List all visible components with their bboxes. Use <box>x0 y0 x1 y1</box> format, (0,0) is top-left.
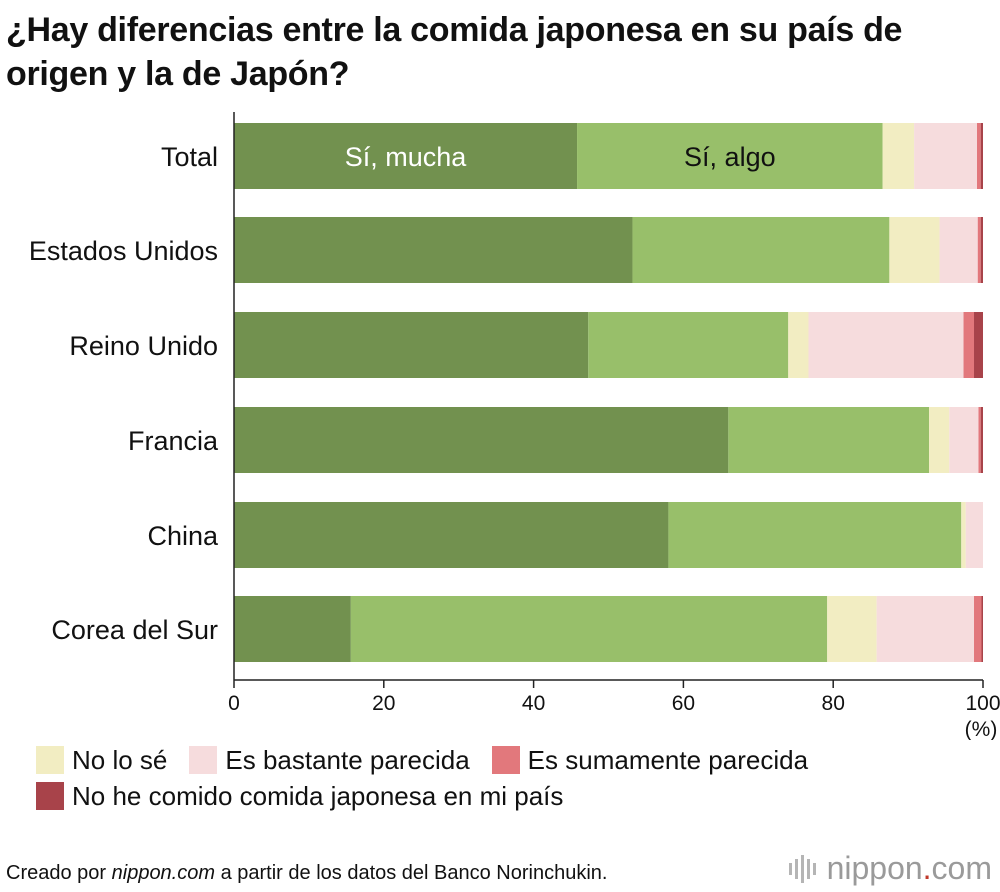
legend-label: Es sumamente parecida <box>527 744 809 775</box>
bar-total-es-sumamente-parecida <box>977 123 981 189</box>
footer-suffix: a partir de los datos del Banco Norinchu… <box>215 862 608 884</box>
source-footer: Creado por nippon.com a partir de los da… <box>6 862 607 885</box>
x-tick-label-0: 0 <box>228 692 240 715</box>
legend-swatch <box>189 746 218 774</box>
logo-mark-icon <box>788 854 819 883</box>
chart-title: ¿Hay diferencias entre la comida japones… <box>6 11 903 93</box>
bar-francia-no-lo-se <box>929 407 950 473</box>
legend-item-no-he-comido: No he comido comida japonesa en mi país <box>36 781 563 812</box>
bar-francia-no-he-comido-comida-japonesa-en-mi-pais <box>980 407 983 473</box>
legend-label: No he comido comida japonesa en mi país <box>72 780 564 811</box>
footer-prefix: Creado por <box>6 862 112 884</box>
bar-estados-unidos-es-bastante-parecida <box>939 217 978 283</box>
bar-china-si-algo <box>668 502 962 568</box>
legend-label: Es bastante parecida <box>225 744 470 775</box>
legend-label: No lo sé <box>72 744 168 775</box>
logo-tld: com <box>931 850 992 886</box>
legend-item-no-lo-se: No lo sé <box>36 745 167 776</box>
x-unit-label: (%) <box>965 718 998 740</box>
legend-item-es-sumamente-parecida: Es sumamente parecida <box>491 744 809 776</box>
inline-label-si-algo: Sí, algo <box>684 142 776 172</box>
category-label-reino-unido: Reino Unido <box>69 331 218 361</box>
x-axis: 0 20 40 60 80 100 (%) <box>228 112 1000 740</box>
legend-row-1: No lo sé Es bastante parecida Es sumamen… <box>36 742 996 778</box>
bar-china-no-lo-se <box>961 502 966 568</box>
x-tick-label-40: 40 <box>522 692 545 715</box>
x-tick-label-100: 100 <box>965 692 1000 715</box>
bar-reino-unido-no-lo-se <box>788 312 809 378</box>
x-tick-label-80: 80 <box>822 692 845 715</box>
logo-name: nippon <box>826 850 923 886</box>
legend-swatch <box>491 746 520 774</box>
bar-total-no-lo-se <box>882 123 915 189</box>
x-tick-label-20: 20 <box>372 692 395 715</box>
inline-label-si-mucha: Sí, mucha <box>345 142 468 172</box>
bar-corea-del-sur-si-algo <box>350 596 828 662</box>
bar-china-si-mucha <box>234 502 669 568</box>
bar-total-si-algo <box>577 123 883 189</box>
legend-swatch <box>36 746 64 774</box>
bar-reino-unido-es-sumamente-parecida <box>963 312 975 378</box>
category-labels: Total Estados Unidos Reino Unido Francia Chi… <box>29 142 219 645</box>
bar-francia-si-mucha <box>234 407 729 473</box>
legend: No lo sé Es bastante parecida Es sumamen… <box>36 742 996 814</box>
stacked-bar-chart: Sí, mucha Sí, algo Total Estados Unidos Rei… <box>29 112 1000 740</box>
bar-corea-del-sur-es-bastante-parecida <box>876 596 975 662</box>
bar-reino-unido-es-bastante-parecida <box>808 312 964 378</box>
bar-estados-unidos-no-lo-se <box>889 217 940 283</box>
category-label-francia: Francia <box>128 426 219 456</box>
category-label-total: Total <box>161 142 218 172</box>
legend-swatch <box>36 782 64 810</box>
bar-corea-del-sur-no-he-comido-comida-japonesa-en-mi-pais <box>981 596 983 662</box>
legend-row-2: No he comido comida japonesa en mi país <box>36 778 996 814</box>
bar-corea-del-sur-es-sumamente-parecida <box>974 596 982 662</box>
footer-site: nippon.com <box>111 862 216 884</box>
bar-area: Sí, mucha Sí, algo <box>234 123 983 662</box>
category-label-corea-del-sur: Corea del Sur <box>51 615 218 645</box>
category-label-china: China <box>147 521 219 551</box>
bar-estados-unidos-si-mucha <box>234 217 633 283</box>
bar-estados-unidos-si-algo <box>632 217 890 283</box>
bar-francia-es-sumamente-parecida <box>978 407 981 473</box>
logo-dot: . <box>922 850 932 886</box>
bar-estados-unidos-no-he-comido-comida-japonesa-en-mi-pais <box>980 217 983 283</box>
bar-reino-unido-si-algo <box>588 312 789 378</box>
bar-total-es-bastante-parecida <box>914 123 978 189</box>
category-label-estados-unidos: Estados Unidos <box>29 236 218 266</box>
bar-estados-unidos-es-sumamente-parecida <box>977 217 981 283</box>
legend-item-es-bastante-parecida: Es bastante parecida <box>189 744 470 776</box>
bar-reino-unido-si-mucha <box>234 312 589 378</box>
nippon-logo: nippon. com <box>788 850 992 887</box>
bar-francia-es-bastante-parecida <box>949 407 979 473</box>
bar-reino-unido-no-he-comido-comida-japonesa-en-mi-pais <box>974 312 983 378</box>
bar-corea-del-sur-no-lo-se <box>827 596 877 662</box>
bar-china-es-bastante-parecida <box>965 502 983 568</box>
x-tick-label-60: 60 <box>672 692 695 715</box>
bar-total-si-mucha <box>234 123 578 189</box>
bar-corea-del-sur-si-mucha <box>234 596 351 662</box>
bar-francia-si-algo <box>728 407 930 473</box>
bar-total-no-he-comido-comida-japonesa-en-mi-pais <box>980 123 983 189</box>
